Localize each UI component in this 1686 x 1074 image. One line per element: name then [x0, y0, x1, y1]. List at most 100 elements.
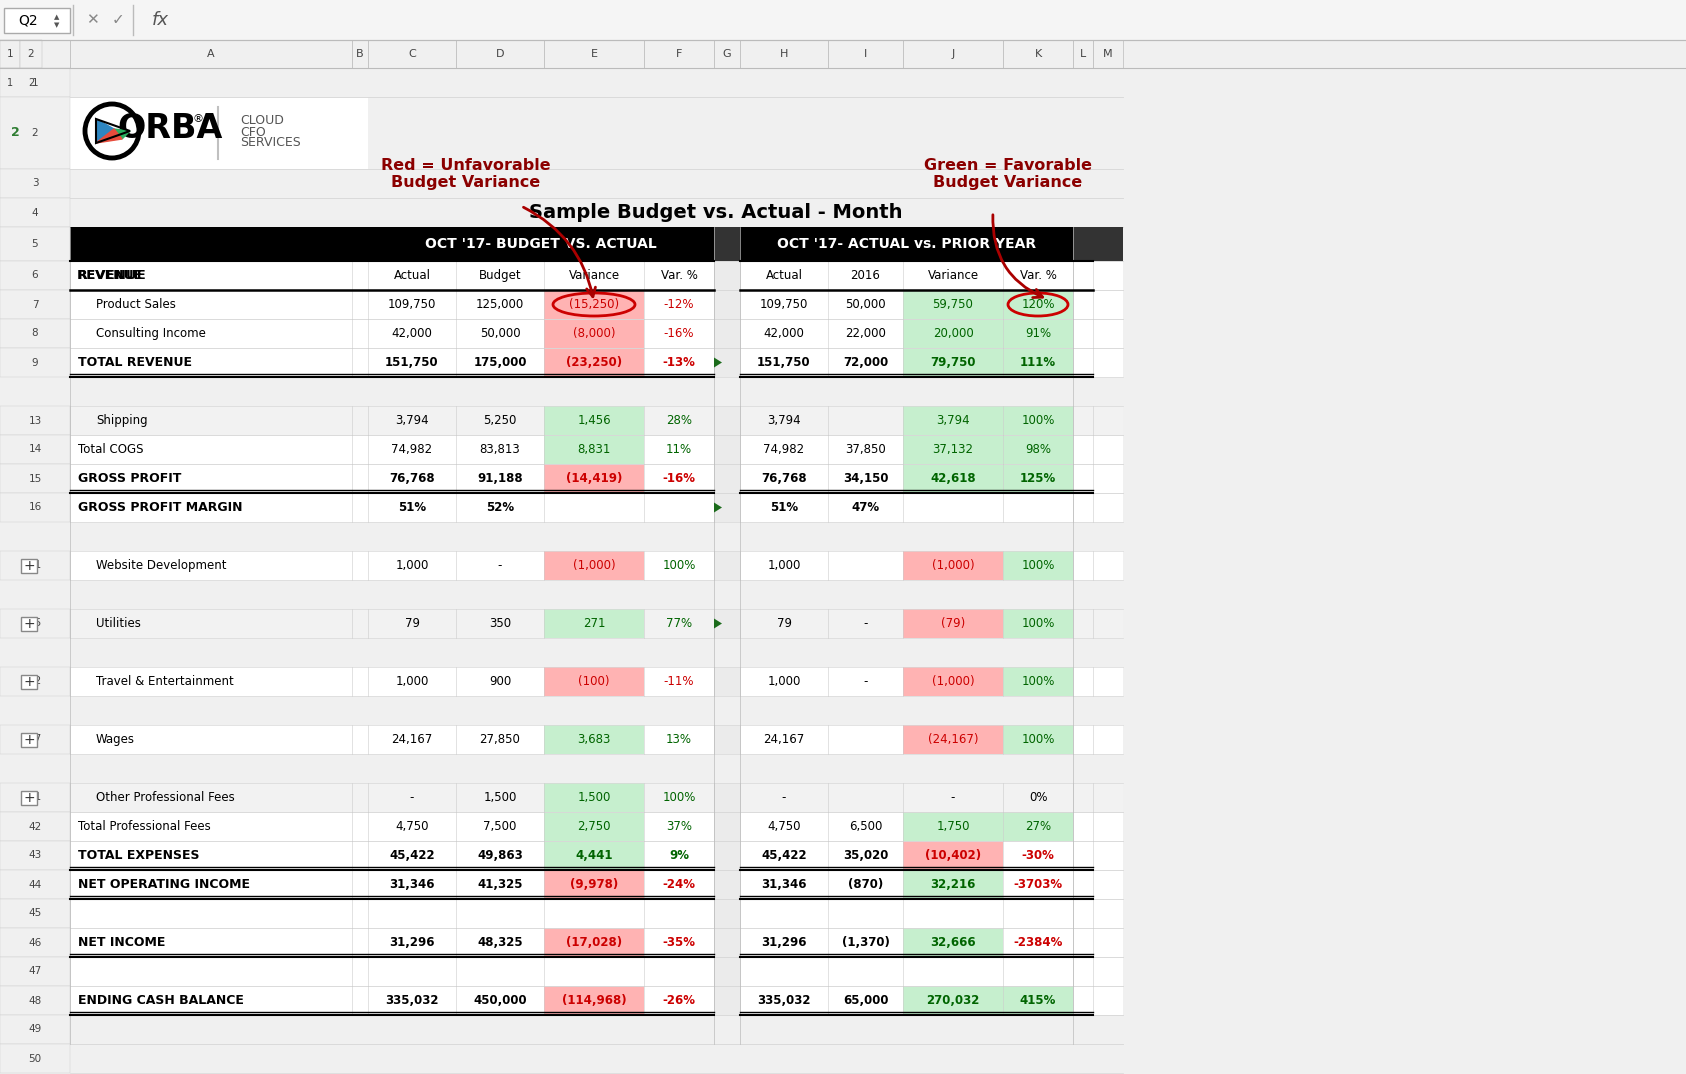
Text: 1,500: 1,500	[577, 790, 610, 804]
Text: 1,000: 1,000	[395, 674, 428, 688]
Bar	[1003, 290, 1072, 319]
Bar	[1072, 812, 1123, 841]
Bar	[545, 40, 644, 68]
Bar	[1003, 667, 1072, 696]
Polygon shape	[115, 129, 130, 139]
Bar	[644, 551, 713, 580]
Bar	[1003, 435, 1072, 464]
Text: 8: 8	[32, 329, 39, 338]
Text: 2: 2	[27, 49, 34, 59]
Text: 1,000: 1,000	[395, 558, 428, 572]
Text: ✓: ✓	[111, 13, 125, 28]
Bar	[0, 667, 71, 696]
Bar	[368, 609, 455, 638]
Bar	[1003, 40, 1072, 68]
Bar	[828, 406, 904, 435]
Bar	[1003, 493, 1072, 522]
Text: 24,167: 24,167	[391, 732, 433, 746]
Bar	[904, 319, 1003, 348]
Text: CFO: CFO	[239, 126, 266, 139]
Bar	[740, 667, 828, 696]
Text: 77%: 77%	[666, 616, 691, 630]
Text: CLOUD: CLOUD	[239, 115, 283, 128]
Bar	[0, 609, 71, 638]
Text: I: I	[863, 49, 867, 59]
Bar	[455, 957, 545, 986]
Bar	[644, 841, 713, 870]
Text: 31,346: 31,346	[389, 879, 435, 891]
Bar	[740, 928, 828, 957]
Bar	[545, 812, 644, 841]
Bar	[0, 464, 71, 493]
Text: 1,750: 1,750	[936, 821, 969, 833]
Bar	[904, 841, 1003, 870]
Bar	[71, 667, 368, 696]
Bar	[545, 986, 644, 1015]
Bar	[71, 290, 368, 319]
Text: H: H	[781, 49, 787, 59]
Polygon shape	[96, 119, 115, 143]
Bar	[828, 493, 904, 522]
Text: 16: 16	[29, 503, 42, 512]
Bar	[0, 348, 71, 377]
Bar	[740, 609, 828, 638]
Text: 37%: 37%	[666, 821, 691, 833]
Bar	[740, 783, 828, 812]
Text: 37,850: 37,850	[845, 442, 885, 456]
Bar	[368, 928, 455, 957]
Bar	[740, 227, 1072, 261]
Text: 9%: 9%	[669, 850, 690, 862]
Bar	[644, 493, 713, 522]
Text: 100%: 100%	[1022, 732, 1055, 746]
Bar	[368, 986, 455, 1015]
Bar	[1003, 870, 1072, 899]
Bar	[828, 725, 904, 754]
Bar	[713, 609, 740, 638]
Bar	[904, 261, 1003, 290]
Bar	[1072, 493, 1123, 522]
Text: 48: 48	[29, 996, 42, 1005]
Bar	[644, 725, 713, 754]
Bar	[828, 261, 904, 290]
Text: REVENUE: REVENUE	[78, 268, 147, 282]
Text: 6: 6	[32, 271, 39, 280]
Bar	[828, 812, 904, 841]
Text: 450,000: 450,000	[474, 995, 526, 1007]
Bar	[713, 725, 740, 754]
Bar	[455, 348, 545, 377]
Text: NET INCOME: NET INCOME	[78, 937, 165, 949]
Text: 83,813: 83,813	[479, 442, 521, 456]
Bar	[740, 261, 828, 290]
Bar	[20, 674, 37, 688]
Bar	[368, 493, 455, 522]
Bar	[545, 667, 644, 696]
Text: K: K	[1035, 49, 1042, 59]
Text: (15,250): (15,250)	[568, 297, 619, 311]
Text: M: M	[1103, 49, 1113, 59]
Text: 32,666: 32,666	[931, 937, 976, 949]
Bar	[20, 558, 37, 572]
Text: 111%: 111%	[1020, 355, 1055, 369]
Text: 6,500: 6,500	[848, 821, 882, 833]
Bar	[0, 1015, 71, 1044]
Bar	[713, 899, 740, 928]
Bar	[904, 899, 1003, 928]
Text: Travel & Entertainment: Travel & Entertainment	[96, 674, 234, 688]
Bar	[1072, 551, 1123, 580]
Bar	[713, 551, 740, 580]
Bar	[71, 68, 1123, 1044]
Bar	[828, 928, 904, 957]
Text: 98%: 98%	[1025, 442, 1050, 456]
Bar	[904, 609, 1003, 638]
Bar	[740, 725, 828, 754]
Text: -: -	[951, 790, 956, 804]
Bar	[713, 348, 740, 377]
Text: -16%: -16%	[663, 471, 696, 485]
Text: 49,863: 49,863	[477, 850, 523, 862]
Bar	[713, 290, 740, 319]
Text: -26%: -26%	[663, 995, 696, 1007]
Bar	[904, 261, 1003, 290]
Text: 109,750: 109,750	[760, 297, 808, 311]
Text: +: +	[24, 732, 35, 746]
Text: +: +	[24, 790, 35, 804]
